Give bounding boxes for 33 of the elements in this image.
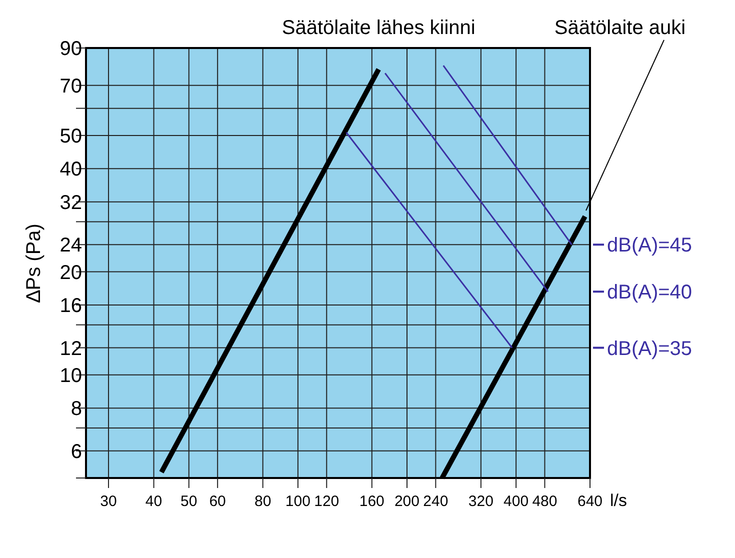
y-tick-label: 24 [60, 234, 82, 257]
legend-label: dB(A)=40 [607, 282, 692, 304]
legend-label: dB(A)=45 [607, 234, 692, 257]
y-tick-label: 90 [60, 38, 82, 60]
text: Säätölaite lähes kiinni [282, 17, 476, 39]
x-tick-label: 30 [100, 493, 117, 510]
x-tick-label: 480 [532, 493, 558, 510]
y-tick-label: 50 [60, 125, 82, 148]
legend-label: dB(A)=35 [607, 338, 692, 360]
x-tick-label: 60 [209, 493, 226, 510]
y-axis-title: ∆Ps (Pa) [23, 224, 45, 302]
x-tick-label: 160 [359, 493, 384, 510]
x-tick-label: 640 [577, 493, 603, 510]
y-tick-label: 12 [60, 338, 82, 360]
text: Säätölaite auki [554, 17, 686, 39]
x-tick-label: 200 [394, 493, 420, 510]
x-tick-label: 40 [145, 493, 162, 510]
x-tick-label: 240 [423, 493, 448, 510]
x-tick-label: 50 [180, 493, 198, 510]
x-tick-label: 100 [285, 493, 310, 510]
x-tick-label: 120 [314, 493, 340, 510]
y-tick-label: 16 [60, 294, 82, 317]
y-tick-label: 8 [70, 398, 82, 420]
x-tick-label: 80 [254, 493, 272, 510]
y-tick-label: 32 [60, 192, 82, 214]
y-tick-label: 40 [60, 158, 82, 181]
x-tick-label: 400 [504, 493, 529, 510]
y-tick-label: 6 [70, 440, 82, 463]
y-tick-label: 20 [60, 262, 82, 284]
x-tick-label: 320 [468, 493, 494, 510]
x-axis-title: l/s [610, 491, 627, 510]
y-tick-label: 70 [60, 75, 82, 98]
y-tick-label: 10 [60, 364, 82, 387]
